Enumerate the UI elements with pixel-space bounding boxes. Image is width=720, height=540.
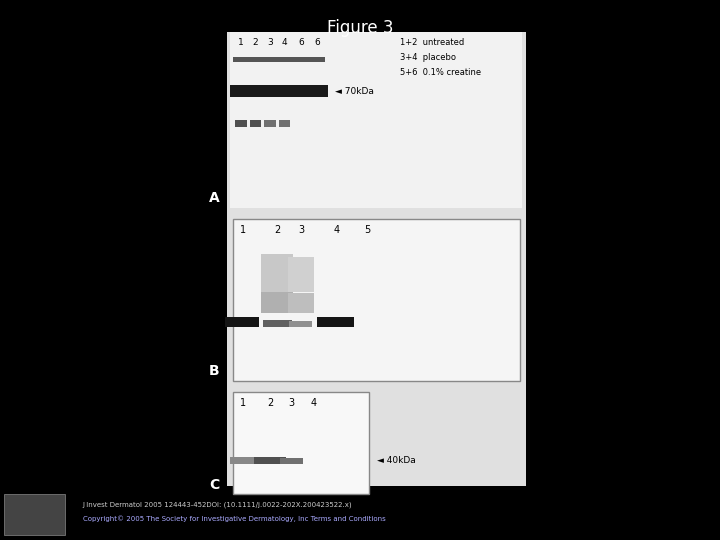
Bar [289,321,312,327]
Bar [261,254,293,292]
Text: 4: 4 [282,38,287,47]
Bar [230,457,256,464]
Text: 5+6  0.1% creatine: 5+6 0.1% creatine [400,68,481,77]
Text: 6: 6 [298,38,304,47]
Text: 2: 2 [267,398,273,408]
Text: J Invest Dermatol 2005 124443-452DOI: (10.1111/j.0022-202X.200423522.x): J Invest Dermatol 2005 124443-452DOI: (1… [83,502,352,508]
Bar [235,120,247,127]
Bar [261,292,293,313]
Bar [276,57,293,62]
Bar [250,120,261,127]
Bar [230,32,522,208]
Bar [247,57,264,62]
Text: ◄ 45kDa: ◄ 45kDa [527,318,566,326]
Text: A: A [209,191,220,205]
Text: ✦: ✦ [28,505,40,519]
Bar [227,32,526,486]
Text: 1: 1 [240,398,246,408]
Bar [261,57,279,62]
Text: 4: 4 [310,398,316,408]
Text: 1: 1 [240,225,246,235]
Bar [233,57,250,62]
Bar [264,120,276,127]
Bar [233,392,369,494]
Text: B: B [209,364,220,378]
Text: 4: 4 [334,225,340,235]
Text: 3: 3 [289,398,294,408]
Bar [288,256,314,292]
Text: C: C [210,478,220,492]
Text: Copyright© 2005 The Society for Investigative Dermatology, Inc Terms and Conditi: Copyright© 2005 The Society for Investig… [83,515,385,522]
Bar [308,57,325,62]
Text: ◄ 70kDa: ◄ 70kDa [335,87,374,96]
Bar [254,457,286,464]
Text: 1: 1 [238,38,244,47]
Bar [317,317,354,327]
Text: 3+4  placebo: 3+4 placebo [400,53,456,62]
Bar [288,293,314,313]
Bar [292,57,310,62]
Text: 2: 2 [253,38,258,47]
Text: ◄ 40kDa: ◄ 40kDa [377,456,415,465]
Bar [233,219,520,381]
Bar [4,494,65,535]
Bar [280,458,303,464]
Bar [263,320,292,327]
Text: ELSEVIER: ELSEVIER [17,522,50,528]
Bar [225,317,259,327]
Text: 3: 3 [298,225,304,235]
Text: Figure 3: Figure 3 [327,19,393,37]
Text: 2: 2 [274,225,280,235]
Text: 6: 6 [314,38,320,47]
Bar [230,85,328,97]
Text: 5: 5 [364,225,370,235]
Bar [279,120,290,127]
Text: 3: 3 [267,38,273,47]
Text: 1+2  untreated: 1+2 untreated [400,38,464,47]
